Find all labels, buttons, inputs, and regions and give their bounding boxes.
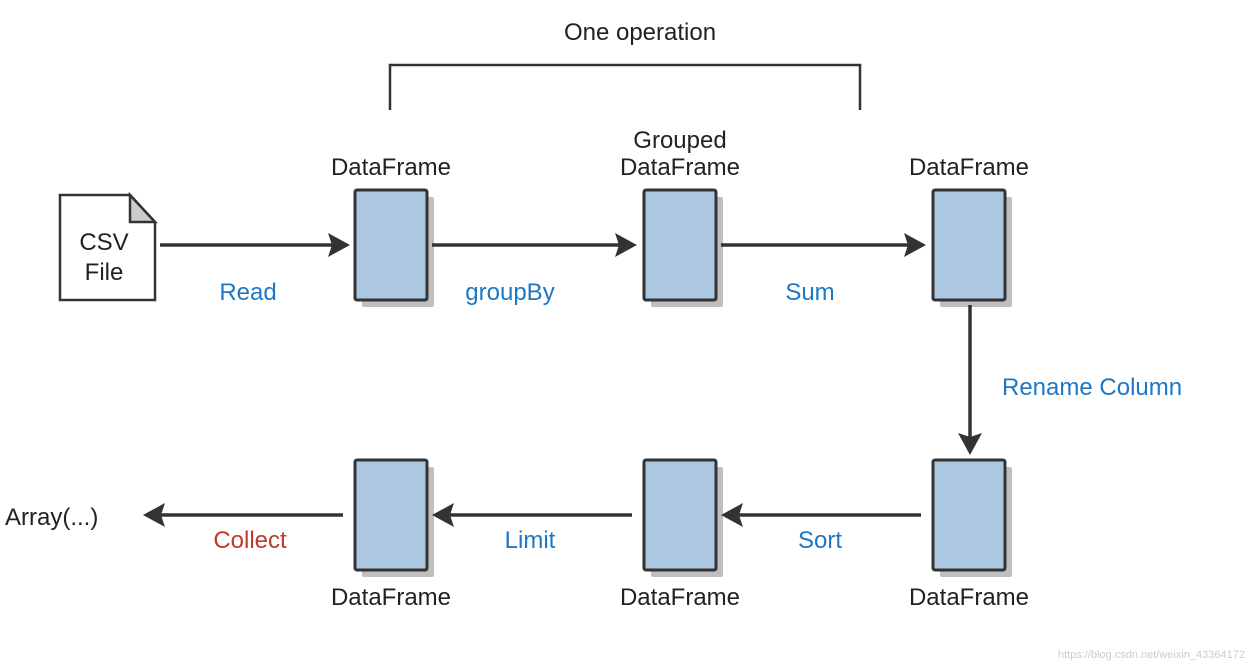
edge-sort-label: Sort <box>798 527 842 554</box>
df5-node: DataFrame <box>331 460 451 611</box>
df3-label: DataFrame <box>909 584 1029 611</box>
array-output: Array(...) <box>5 504 98 531</box>
gdf-label2: DataFrame <box>620 154 740 181</box>
csv-file-text2: File <box>85 259 124 286</box>
df4-label: DataFrame <box>620 584 740 611</box>
csv-file-text1: CSV <box>79 229 128 256</box>
edge-read: Read <box>160 233 350 306</box>
edge-collect-label: Collect <box>213 527 287 554</box>
csv-file-node: CSV File <box>60 195 155 300</box>
df2-label: DataFrame <box>909 154 1029 181</box>
edge-sum-label: Sum <box>785 279 834 306</box>
edge-collect: Collect <box>143 503 343 554</box>
edge-limit: Limit <box>432 503 632 554</box>
df4-node: DataFrame <box>620 460 740 611</box>
operation-bracket <box>390 65 860 110</box>
edge-rename-label: Rename Column <box>1002 374 1182 401</box>
grouped-df-node: Grouped DataFrame <box>620 127 740 307</box>
df1-label: DataFrame <box>331 154 451 181</box>
df3-node: DataFrame <box>909 460 1029 611</box>
edge-groupby-label: groupBy <box>465 279 554 306</box>
edge-sum: Sum <box>721 233 926 306</box>
edge-limit-label: Limit <box>505 527 556 554</box>
bracket-label: One operation <box>564 19 716 46</box>
df5-label: DataFrame <box>331 584 451 611</box>
edge-rename: Rename Column <box>958 305 1182 455</box>
edge-read-label: Read <box>219 279 276 306</box>
diagram-canvas: One operation CSV File DataFrame Grouped… <box>0 0 1255 665</box>
df1-node: DataFrame <box>331 154 451 307</box>
edge-groupby: groupBy <box>432 233 637 306</box>
gdf-label1: Grouped <box>633 127 726 154</box>
df2-node: DataFrame <box>909 154 1029 307</box>
edge-sort: Sort <box>721 503 921 554</box>
watermark: https://blog.csdn.net/weixin_43364172 <box>1058 649 1245 661</box>
